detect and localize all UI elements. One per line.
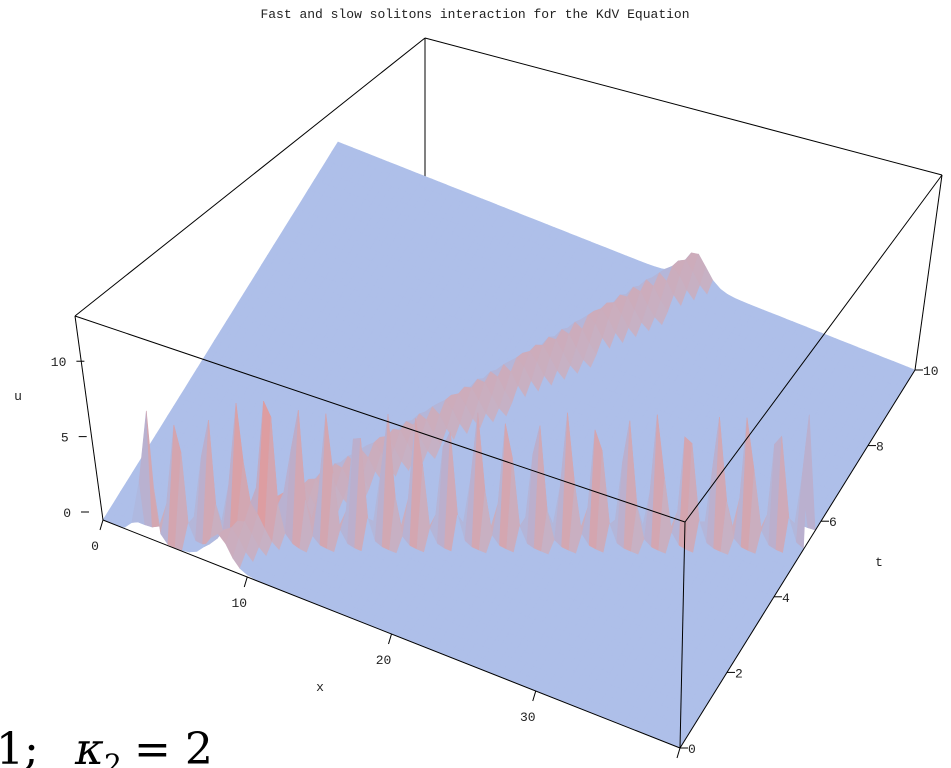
surface-mesh <box>102 141 916 749</box>
t-tick-label: 2 <box>735 666 743 681</box>
t-tick-label: 8 <box>876 440 884 455</box>
x-tick-label: 20 <box>376 653 392 668</box>
u-tick-label: 0 <box>63 506 71 521</box>
x-tick-mark <box>388 633 392 645</box>
y-axis-label: t <box>875 555 883 570</box>
x-tick-label: 30 <box>520 710 536 725</box>
t-tick-label: 6 <box>829 515 837 530</box>
x-tick-label: 10 <box>231 596 247 611</box>
t-tick-label: 4 <box>782 591 790 606</box>
z-axis-label: u <box>14 389 22 404</box>
caption-equals-value: = 2 <box>134 724 213 768</box>
z-axis: 0 5 10 <box>51 355 89 521</box>
caption-kappa-subscript: 2 <box>104 748 122 768</box>
y-axis: 0 2 4 6 8 10 <box>680 364 939 757</box>
x-tick-mark <box>243 576 248 588</box>
caption-left-fragment: 1; <box>0 724 39 768</box>
t-tick-label: 0 <box>688 742 696 757</box>
x-axis-label: x <box>316 680 324 695</box>
chart-title: Fast and slow solitons interaction for t… <box>260 7 689 22</box>
x-tick-label: 0 <box>91 539 99 554</box>
caption-kappa: κ <box>74 724 104 768</box>
t-tick-label: 10 <box>923 364 939 379</box>
x-tick-mark <box>532 690 537 702</box>
x-tick-mark <box>99 519 104 531</box>
u-tick-label: 5 <box>61 431 69 446</box>
x-tick-mark <box>676 747 681 759</box>
u-tick-label: 10 <box>51 355 67 370</box>
